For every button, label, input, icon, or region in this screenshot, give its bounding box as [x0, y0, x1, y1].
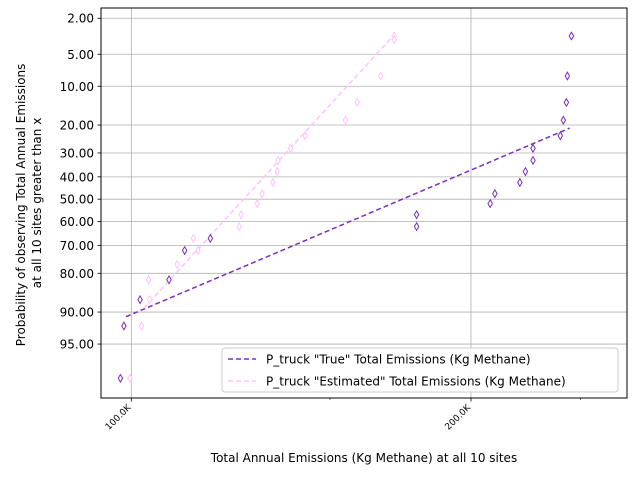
- data-point-true: [117, 373, 124, 384]
- data-point-estimated: [174, 259, 180, 270]
- grid-lines: [101, 8, 627, 398]
- data-point-true: [530, 155, 536, 166]
- y-tick-label: 5.00: [67, 48, 94, 62]
- data-point-estimated: [391, 34, 397, 45]
- fit-line-estimated: [143, 34, 395, 309]
- data-point-true: [166, 275, 172, 285]
- data-point-estimated: [254, 198, 261, 209]
- plot-area-frame: [100, 7, 628, 399]
- data-point-true: [137, 294, 143, 305]
- data-point-true: [568, 31, 575, 41]
- y-tick-label: 70.00: [60, 239, 94, 253]
- y-tick-label: 30.00: [60, 146, 94, 160]
- data-point-estimated: [270, 177, 276, 188]
- data-point-true: [413, 209, 420, 220]
- data-point-estimated: [274, 166, 281, 177]
- y-tick-label: 40.00: [60, 170, 94, 184]
- data-point-estimated: [342, 115, 349, 125]
- data-point-true: [487, 198, 493, 209]
- legend-label-estimated: P_truck "Estimated" Total Emissions (Kg …: [266, 375, 566, 389]
- y-axis-title-line-2: at all 10 sites greater than x: [30, 118, 44, 289]
- data-point-true: [557, 131, 564, 141]
- data-point-true: [121, 321, 127, 331]
- y-axis-title-line-1: Probability of observing Total Annual Em…: [14, 64, 28, 347]
- data-point-estimated: [146, 294, 153, 305]
- y-tick-label: 10.00: [60, 80, 94, 94]
- data-point-estimated: [302, 131, 308, 141]
- data-point-estimated: [259, 188, 265, 199]
- data-point-true: [413, 221, 420, 232]
- y-tick-label: 2.00: [67, 12, 94, 26]
- y-tick-label: 20.00: [60, 119, 94, 133]
- data-point-true: [560, 115, 567, 125]
- data-point-true: [530, 143, 536, 154]
- legend: P_truck "True" Total Emissions (Kg Metha…: [221, 347, 619, 393]
- data-point-estimated: [287, 143, 294, 154]
- legend-box: [221, 347, 619, 393]
- y-tick-label: 60.00: [60, 215, 94, 229]
- axis-ticks: [97, 17, 581, 402]
- fit-line-true: [125, 127, 570, 318]
- data-point-estimated: [354, 97, 361, 108]
- data-point-true: [522, 166, 529, 177]
- y-tick-label: 95.00: [60, 338, 94, 352]
- data-point-true: [517, 177, 523, 188]
- y-tick-labels: 2.00 5.00 10.00 20.00 30.00 40.00 50.00 60.00 70…: [60, 12, 94, 352]
- y-tick-label: 90.00: [60, 306, 94, 320]
- data-point-estimated: [275, 155, 281, 166]
- y-tick-label: 80.00: [60, 267, 94, 281]
- data-points: [117, 31, 575, 384]
- data-point-estimated: [238, 209, 244, 220]
- data-point-true: [207, 233, 214, 244]
- data-point-true: [563, 97, 570, 108]
- data-point-estimated: [236, 221, 242, 232]
- data-point-true: [564, 71, 571, 81]
- data-point-estimated: [138, 321, 145, 331]
- data-point-true: [181, 245, 188, 256]
- fit-lines: [125, 34, 570, 318]
- y-tick-label: 50.00: [60, 193, 94, 207]
- data-point-estimated: [195, 245, 201, 256]
- legend-label-true: P_truck "True" Total Emissions (Kg Metha…: [266, 353, 531, 367]
- data-point-true: [492, 188, 498, 199]
- y-axis-title: Probability of observing Total Annual Em…: [14, 60, 44, 346]
- x-axis-title: Total Annual Emissions (Kg Methane) at a…: [210, 451, 517, 465]
- data-point-estimated: [127, 373, 133, 384]
- data-point-estimated: [145, 275, 152, 285]
- data-point-estimated: [378, 71, 384, 81]
- data-point-estimated: [190, 233, 197, 244]
